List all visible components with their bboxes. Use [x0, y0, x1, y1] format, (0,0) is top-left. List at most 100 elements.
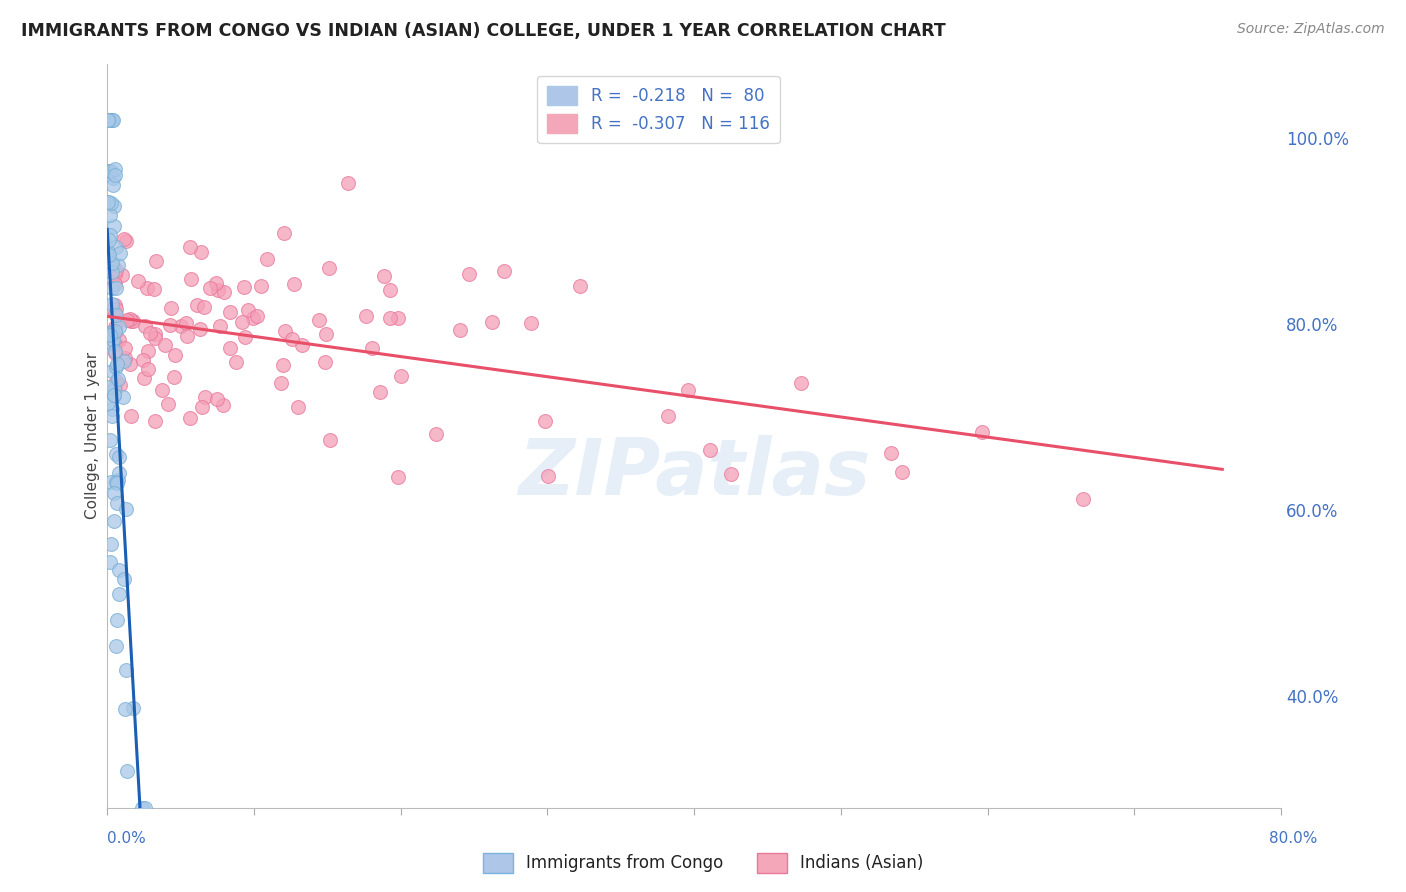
- Point: [120, 409, 142, 423]
- Point: [103, 199, 125, 213]
- Point: [170, 318, 193, 333]
- Text: Source: ZipAtlas.com: Source: ZipAtlas.com: [1237, 22, 1385, 37]
- Point: [101, 297, 124, 311]
- Point: [520, 316, 543, 330]
- Point: [242, 310, 264, 325]
- Point: [159, 301, 181, 315]
- Point: [256, 252, 278, 267]
- Point: [378, 283, 401, 297]
- Point: [115, 764, 138, 778]
- Point: [657, 409, 679, 423]
- Point: [100, 164, 122, 178]
- Point: [104, 162, 127, 177]
- Point: [569, 278, 592, 293]
- Point: [179, 240, 201, 254]
- Point: [100, 475, 122, 489]
- Point: [103, 514, 125, 528]
- Point: [290, 337, 312, 351]
- Point: [492, 264, 515, 278]
- Point: [104, 447, 127, 461]
- Point: [425, 426, 447, 441]
- Point: [114, 351, 136, 365]
- Point: [100, 228, 122, 243]
- Point: [176, 328, 198, 343]
- Point: [318, 261, 340, 276]
- Point: [105, 496, 128, 510]
- Point: [98, 433, 121, 447]
- Point: [176, 316, 198, 330]
- Point: [373, 269, 395, 284]
- Point: [103, 382, 125, 396]
- Point: [534, 414, 557, 428]
- Point: [107, 372, 129, 386]
- Point: [219, 342, 242, 356]
- Point: [111, 268, 134, 283]
- Point: [143, 415, 166, 429]
- Point: [104, 301, 127, 316]
- Point: [105, 358, 128, 372]
- Point: [104, 280, 127, 294]
- Point: [790, 376, 813, 390]
- Point: [457, 267, 479, 281]
- Point: [111, 390, 134, 404]
- Point: [114, 341, 136, 355]
- Point: [104, 263, 127, 277]
- Point: [120, 311, 142, 326]
- Point: [105, 359, 128, 374]
- Point: [219, 305, 242, 319]
- Point: [134, 319, 156, 334]
- Text: 0.0%: 0.0%: [107, 831, 146, 846]
- Point: [142, 282, 165, 296]
- Point: [121, 314, 143, 328]
- Point: [98, 326, 121, 341]
- Point: [103, 336, 125, 351]
- Text: 80.0%: 80.0%: [1270, 831, 1317, 846]
- Point: [101, 325, 124, 339]
- Point: [315, 327, 337, 342]
- Point: [100, 112, 122, 127]
- Point: [115, 234, 138, 248]
- Point: [103, 334, 125, 348]
- Point: [108, 246, 131, 260]
- Point: [274, 324, 297, 338]
- Point: [97, 245, 120, 260]
- Point: [98, 328, 121, 343]
- Point: [98, 380, 121, 394]
- Point: [246, 310, 269, 324]
- Point: [100, 537, 122, 551]
- Point: [100, 256, 122, 270]
- Point: [131, 353, 153, 368]
- Point: [105, 475, 128, 490]
- Point: [537, 469, 560, 483]
- Point: [103, 219, 125, 234]
- Point: [103, 319, 125, 334]
- Point: [103, 267, 125, 281]
- Point: [273, 226, 295, 240]
- Point: [138, 362, 160, 376]
- Point: [108, 587, 131, 601]
- Point: [186, 298, 208, 312]
- Point: [145, 254, 167, 268]
- Point: [308, 313, 330, 327]
- Point: [136, 343, 159, 358]
- Point: [98, 112, 121, 127]
- Point: [200, 281, 222, 295]
- Point: [98, 208, 121, 222]
- Point: [135, 281, 157, 295]
- Point: [104, 344, 127, 359]
- Text: ZIPatlas: ZIPatlas: [517, 435, 870, 511]
- Point: [890, 466, 912, 480]
- Point: [103, 325, 125, 339]
- Point: [314, 355, 336, 369]
- Point: [159, 318, 181, 332]
- Point: [98, 555, 121, 569]
- Point: [211, 398, 233, 412]
- Point: [107, 473, 129, 487]
- Point: [100, 402, 122, 417]
- Point: [103, 298, 125, 312]
- Point: [155, 338, 177, 352]
- Point: [225, 355, 247, 369]
- Point: [103, 345, 125, 359]
- Point: [271, 359, 294, 373]
- Point: [360, 341, 382, 355]
